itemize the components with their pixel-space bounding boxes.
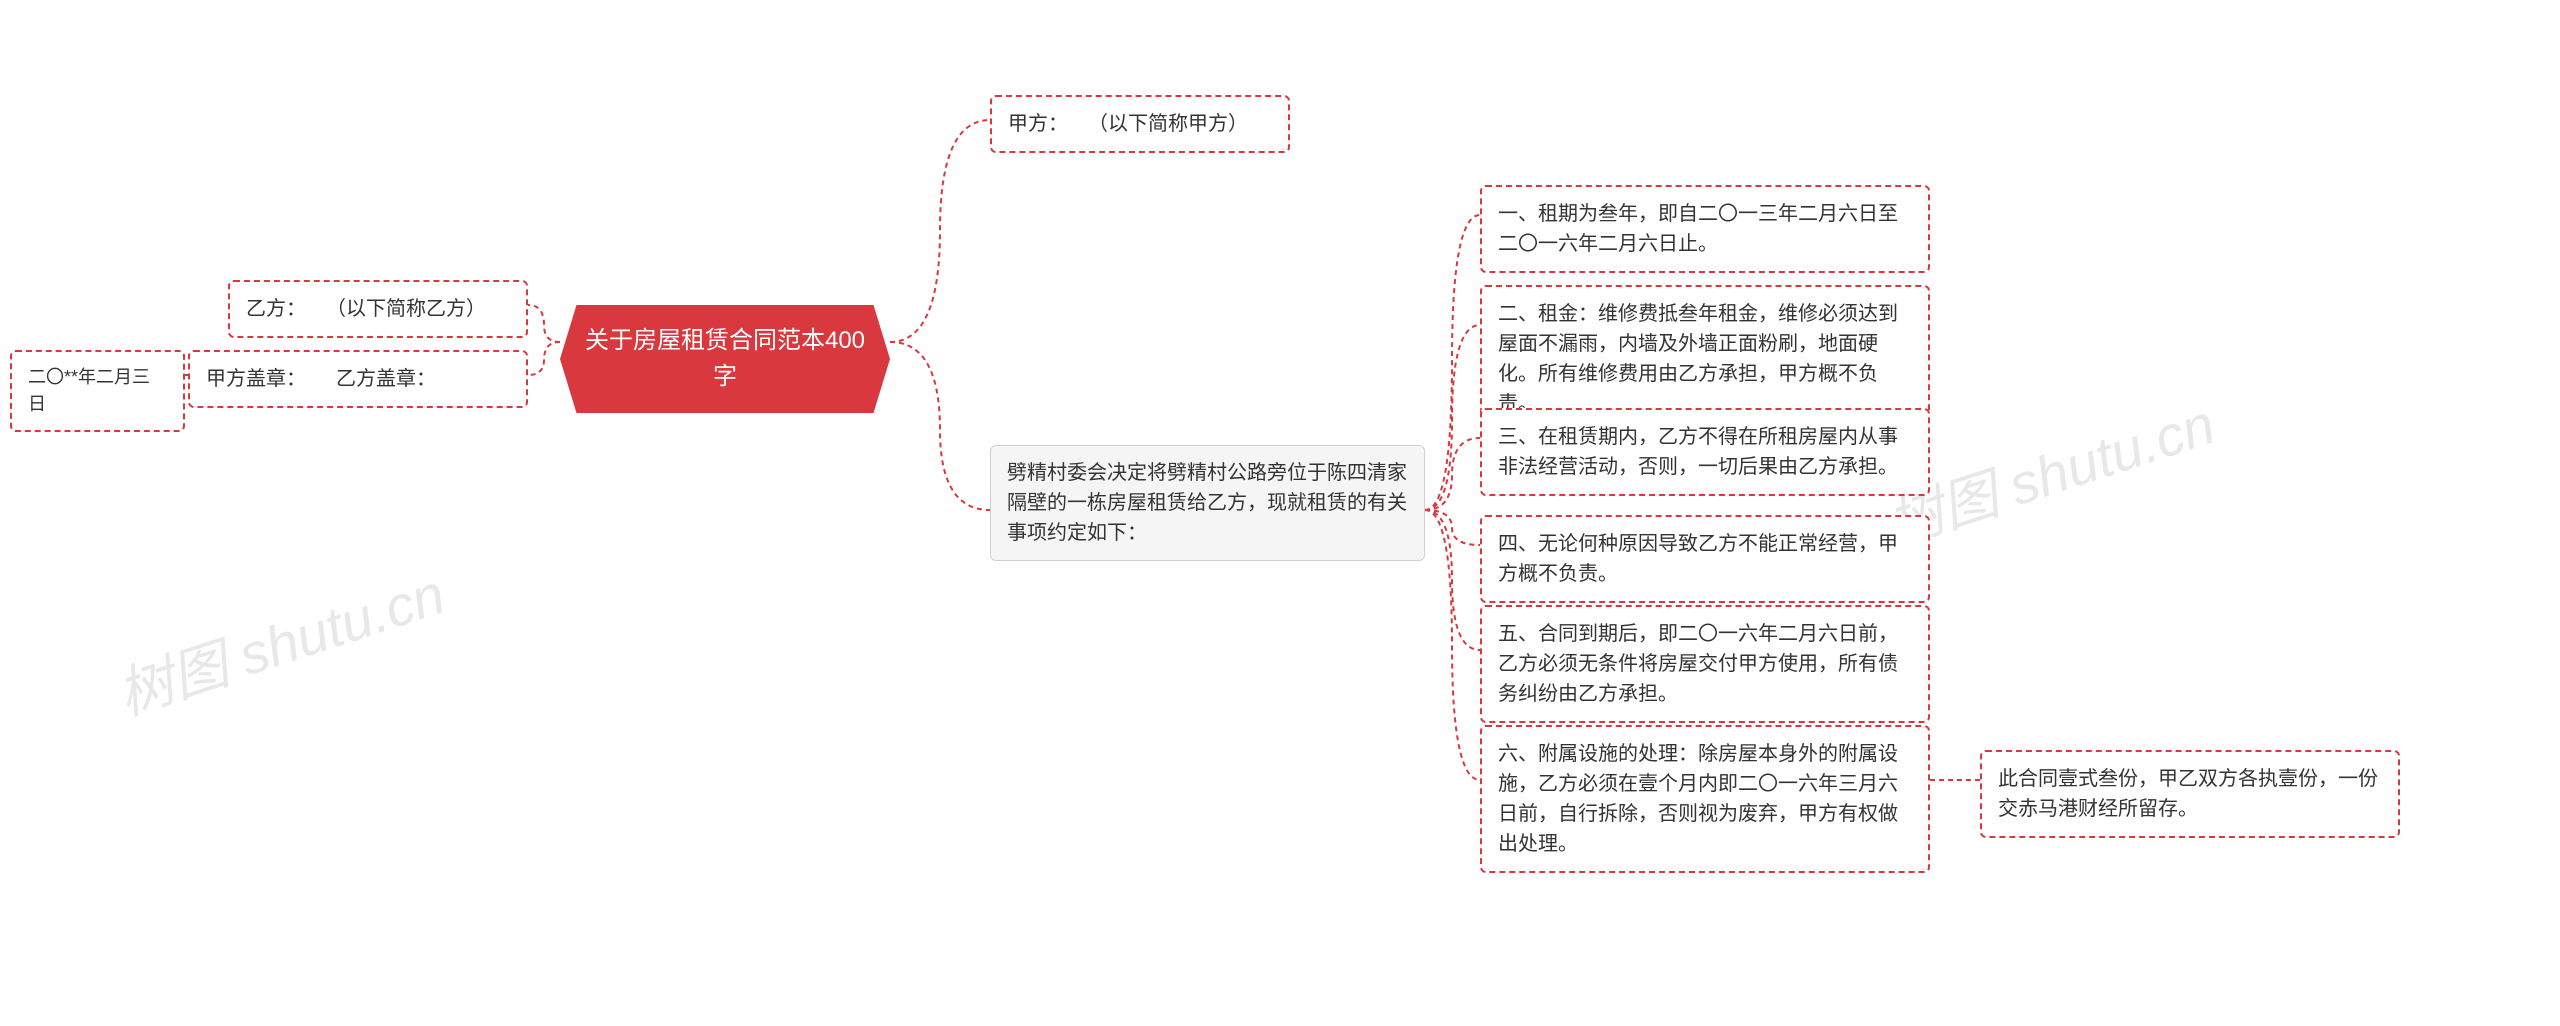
intro-node: 劈精村委会决定将劈精村公路旁位于陈四清家隔壁的一栋房屋租赁给乙方，现就租赁的有关…: [990, 445, 1425, 561]
item-node: 四、无论何种原因导致乙方不能正常经营，甲方概不负责。: [1480, 515, 1930, 603]
party-a-node: 甲方： （以下简称甲方）: [990, 95, 1290, 153]
item-node: 五、合同到期后，即二〇一六年二月六日前，乙方必须无条件将房屋交付甲方使用，所有债…: [1480, 605, 1930, 723]
seals-node: 甲方盖章： 乙方盖章：: [188, 350, 528, 408]
note-node: 此合同壹式叁份，甲乙双方各执壹份，一份交赤马港财经所留存。: [1980, 750, 2400, 838]
party-b-node: 乙方： （以下简称乙方）: [228, 280, 528, 338]
item-node: 三、在租赁期内，乙方不得在所租房屋内从事非法经营活动，否则，一切后果由乙方承担。: [1480, 408, 1930, 496]
date-node: 二〇**年二月三日: [10, 350, 185, 432]
item-node: 六、附属设施的处理：除房屋本身外的附属设施，乙方必须在壹个月内即二〇一六年三月六…: [1480, 725, 1930, 873]
item-node: 一、租期为叁年，即自二〇一三年二月六日至二〇一六年二月六日止。: [1480, 185, 1930, 273]
watermark: 树图 shutu.cn: [106, 550, 454, 732]
center-node: 关于房屋租赁合同范本400字: [560, 305, 890, 413]
